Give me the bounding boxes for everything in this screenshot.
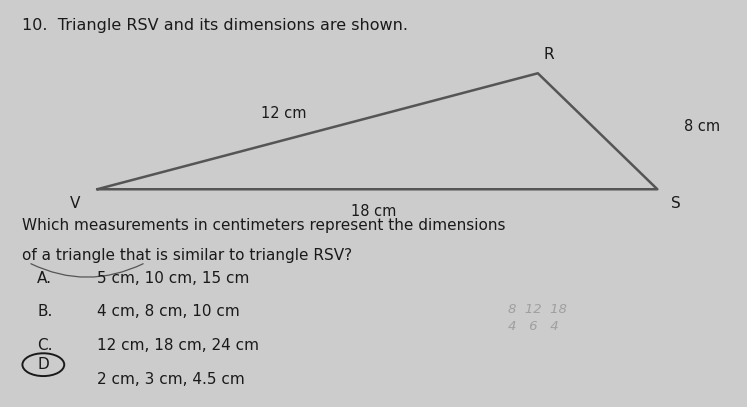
Text: R: R	[544, 48, 554, 62]
Text: V: V	[69, 196, 80, 211]
Text: 8  12  18
4   6   4: 8 12 18 4 6 4	[508, 303, 567, 333]
Text: 8 cm: 8 cm	[684, 119, 719, 133]
Text: C.: C.	[37, 338, 53, 353]
Text: 10.  Triangle RSV and its dimensions are shown.: 10. Triangle RSV and its dimensions are …	[22, 18, 409, 33]
Text: Which measurements in centimeters represent the dimensions: Which measurements in centimeters repres…	[22, 218, 506, 233]
Text: of a triangle that is similar to triangle RSV?: of a triangle that is similar to triangl…	[22, 248, 353, 263]
Text: A.: A.	[37, 271, 52, 286]
Text: S: S	[671, 196, 681, 211]
Text: D: D	[37, 357, 49, 372]
Text: 12 cm, 18 cm, 24 cm: 12 cm, 18 cm, 24 cm	[97, 338, 259, 353]
Text: 5 cm, 10 cm, 15 cm: 5 cm, 10 cm, 15 cm	[97, 271, 249, 286]
Text: 4 cm, 8 cm, 10 cm: 4 cm, 8 cm, 10 cm	[97, 304, 240, 319]
Text: 18 cm: 18 cm	[351, 204, 396, 219]
Text: B.: B.	[37, 304, 53, 319]
Text: 2 cm, 3 cm, 4.5 cm: 2 cm, 3 cm, 4.5 cm	[97, 372, 245, 387]
Text: 12 cm: 12 cm	[261, 107, 306, 121]
